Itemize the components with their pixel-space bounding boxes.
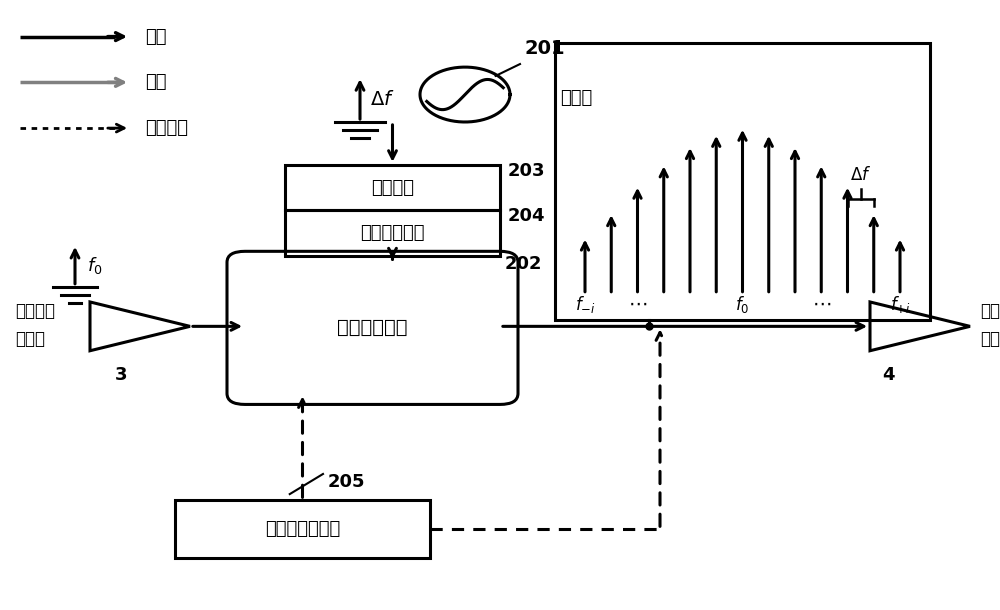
Text: $\cdots$: $\cdots$ bbox=[812, 293, 831, 312]
Text: 出端口: 出端口 bbox=[980, 329, 1000, 348]
Text: 202: 202 bbox=[505, 255, 542, 273]
Text: 3: 3 bbox=[115, 366, 128, 384]
Text: $\cdots$: $\cdots$ bbox=[628, 293, 647, 312]
Text: 4: 4 bbox=[882, 366, 895, 384]
Text: $\Delta f$: $\Delta f$ bbox=[370, 90, 395, 109]
Text: 控制链路: 控制链路 bbox=[145, 119, 188, 137]
Text: 光载波输: 光载波输 bbox=[15, 302, 55, 320]
Text: 光路: 光路 bbox=[145, 27, 167, 46]
Text: $\Delta f$: $\Delta f$ bbox=[850, 165, 871, 184]
Text: 201: 201 bbox=[525, 39, 566, 58]
Text: 电光调制单元: 电光调制单元 bbox=[337, 318, 408, 337]
Text: $f_0$: $f_0$ bbox=[735, 295, 750, 315]
Text: 电路: 电路 bbox=[145, 73, 167, 92]
Text: 204: 204 bbox=[508, 207, 546, 226]
Text: $f_{-i}$: $f_{-i}$ bbox=[575, 295, 595, 315]
Text: 205: 205 bbox=[328, 473, 365, 491]
Text: 射频源: 射频源 bbox=[560, 88, 592, 107]
Text: 入端口: 入端口 bbox=[15, 329, 45, 348]
Text: $f_{+i}$: $f_{+i}$ bbox=[890, 295, 910, 315]
Text: 光脉冲输: 光脉冲输 bbox=[980, 302, 1000, 320]
Text: 辅助和控制单元: 辅助和控制单元 bbox=[265, 520, 340, 538]
Text: 203: 203 bbox=[508, 162, 546, 180]
Text: $f_0$: $f_0$ bbox=[87, 255, 103, 276]
Text: 电放大器: 电放大器 bbox=[371, 179, 414, 196]
Text: 电功率分配器: 电功率分配器 bbox=[360, 224, 425, 242]
